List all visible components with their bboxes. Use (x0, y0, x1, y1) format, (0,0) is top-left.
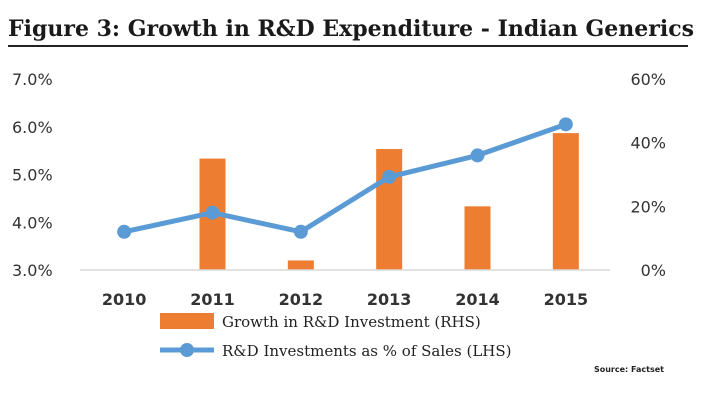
right-axis-tick-label: 40% (630, 134, 666, 153)
right-axis-tick-label: 0% (641, 261, 666, 280)
x-axis-tick-label: 2011 (190, 290, 235, 309)
line-point-2011 (205, 205, 220, 220)
left-axis-tick-label: 7.0% (12, 70, 53, 89)
line-point-2010 (117, 224, 132, 239)
x-axis-tick-label: 2010 (102, 290, 147, 309)
legend-line-marker (180, 343, 194, 357)
left-axis-tick-label: 4.0% (12, 213, 53, 232)
legend-bar-swatch (160, 313, 214, 329)
legend-line-label: R&D Investments as % of Sales (LHS) (222, 342, 512, 360)
chart-title: Figure 3: Growth in R&D Expenditure - In… (8, 16, 694, 42)
x-axis-tick-label: 2015 (544, 290, 589, 309)
x-axis-tick-label: 2014 (455, 290, 500, 309)
line-point-2012 (293, 224, 308, 239)
plot-area: 3.0% 4.0% 5.0% 6.0% 7.0% 0% 20% 40% 60% 2010 2011 2… (12, 70, 666, 309)
source-note: Source: Factset (594, 365, 664, 374)
bar-growth-2014 (464, 206, 491, 270)
left-axis-tick-label: 5.0% (12, 166, 53, 185)
line-point-2014 (470, 148, 485, 163)
left-axis-tick-label: 3.0% (12, 261, 53, 280)
line-point-2015 (558, 117, 573, 132)
line-rd-sales-series (123, 122, 567, 235)
legend-bar-label: Growth in R&D Investment (RHS) (222, 313, 481, 331)
left-axis-tick-label: 6.0% (12, 118, 53, 137)
x-axis-tick-label: 2012 (279, 290, 324, 309)
line-point-2013 (382, 169, 397, 184)
bar-growth-2013 (376, 149, 403, 270)
right-axis-tick-label: 20% (630, 197, 666, 216)
legend: Growth in R&D Investment (RHS) R&D Invest… (160, 313, 512, 360)
bar-growth-2012 (287, 260, 314, 270)
bar-growth-2015 (552, 133, 579, 270)
x-axis-tick-label: 2013 (367, 290, 412, 309)
right-axis-tick-label: 60% (630, 70, 666, 89)
